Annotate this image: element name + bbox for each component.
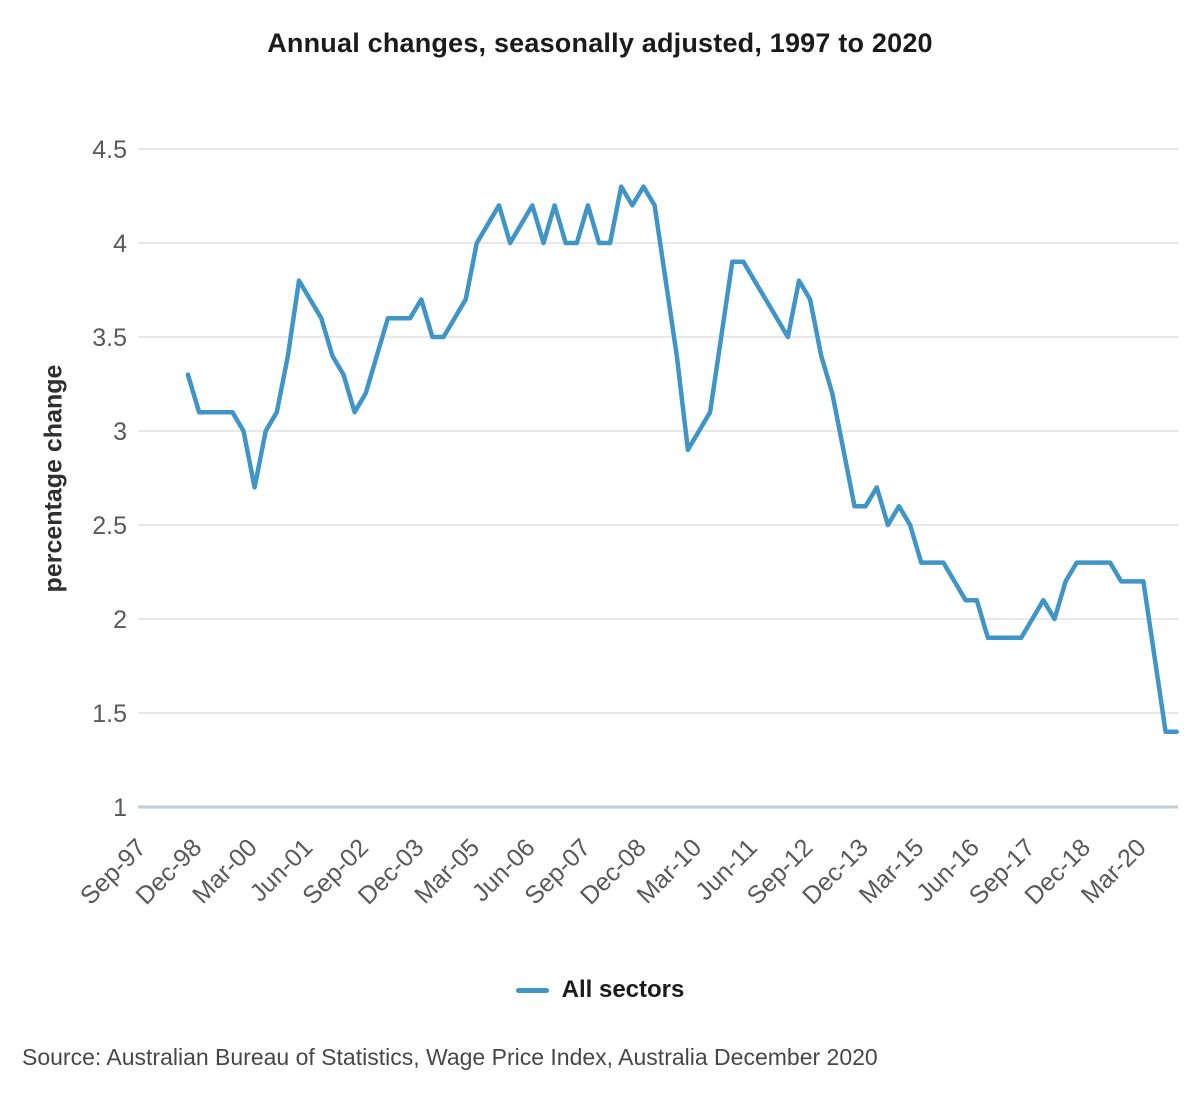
y-tick-label-4.5: 4.5 bbox=[92, 136, 127, 164]
y-tick-label-1: 1 bbox=[113, 794, 127, 822]
gridlines bbox=[138, 148, 1178, 809]
legend-swatch-icon bbox=[515, 987, 549, 993]
y-tick-label-4: 4 bbox=[113, 230, 127, 258]
chart-title: Annual changes, seasonally adjusted, 199… bbox=[267, 28, 933, 58]
y-tick-label-1.5: 1.5 bbox=[92, 700, 127, 728]
series-line-all-sectors bbox=[185, 184, 1179, 735]
y-tick-label-3: 3 bbox=[113, 418, 127, 446]
data-line-all-sectors bbox=[185, 184, 1179, 735]
y-tick-label-2.5: 2.5 bbox=[92, 512, 127, 540]
y-tick-label-2: 2 bbox=[113, 606, 127, 634]
legend-label: All sectors bbox=[561, 976, 685, 1003]
y-tick-label-3.5: 3.5 bbox=[92, 324, 127, 352]
x-axis-labels: Sep-97Dec-98Mar-00Jun-01Sep-02Dec-03Mar-… bbox=[75, 833, 1152, 910]
legend: All sectors bbox=[0, 976, 1200, 1004]
source-note: Source: Australian Bureau of Statistics,… bbox=[22, 1044, 878, 1070]
legend-item-all-sectors[interactable]: All sectors bbox=[515, 976, 685, 1004]
y-axis-labels: 4.5 4 3.5 3 2.5 2 1.5 1 bbox=[92, 136, 127, 822]
